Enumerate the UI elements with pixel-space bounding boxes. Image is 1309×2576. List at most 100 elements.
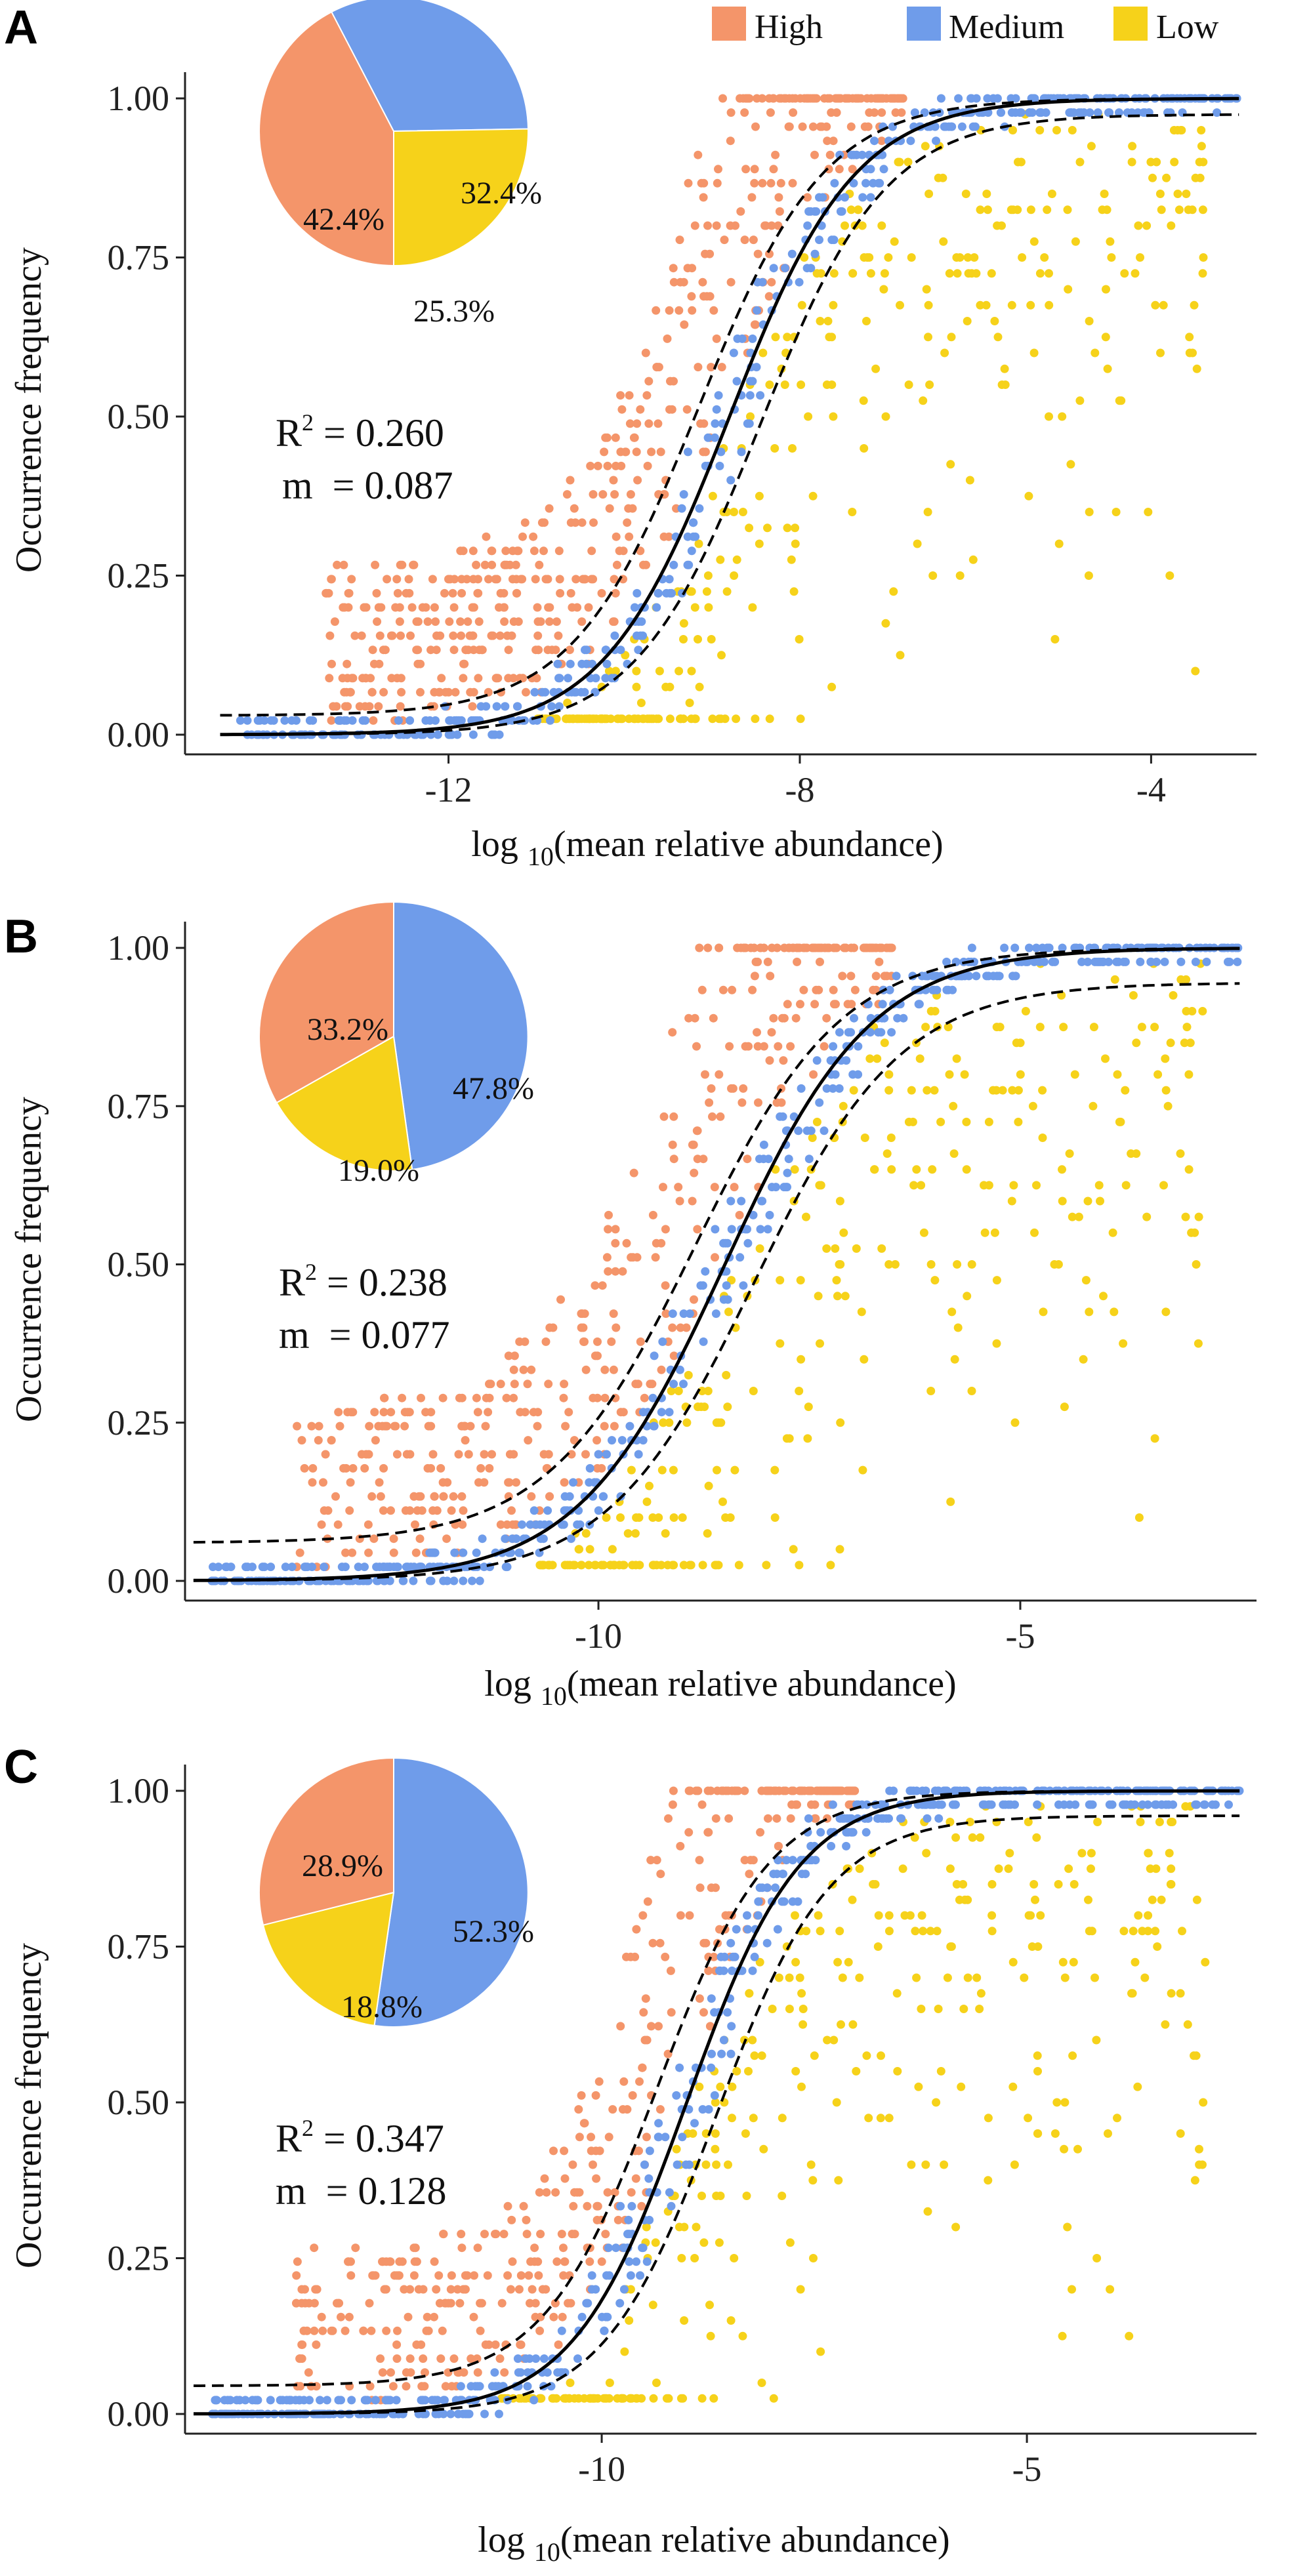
panel-c-point-high [570, 2188, 579, 2197]
panel-c-point-medium [619, 2285, 629, 2294]
panel-a-fit-lines [220, 96, 1239, 737]
panel-a-point-high [676, 277, 685, 287]
panel-a-point-low [690, 603, 699, 612]
panel-b-point-high [829, 985, 838, 994]
panel-a-point-low [1102, 205, 1112, 215]
panel-b-point-low [652, 1561, 661, 1570]
panel-c-point-low [1029, 1880, 1039, 1889]
panel-c-point-high [430, 2312, 438, 2321]
panel-a-point-low [964, 269, 973, 278]
panel-c-point-low [1192, 2051, 1201, 2060]
panel-b-point-high [317, 1520, 326, 1529]
panel-c-point-high [661, 1952, 670, 1961]
panel-a-point-high [502, 560, 511, 569]
panel-b-point-medium [758, 1196, 767, 1206]
panel-c-point-high [655, 2105, 665, 2114]
panel-c-point-low [664, 2394, 673, 2403]
panel-b-point-medium [1083, 957, 1092, 966]
panel-a-point-high [699, 193, 708, 202]
panel-c-point-low [1167, 1864, 1176, 1873]
panel-c-point-low [1091, 1973, 1099, 1982]
panel-a-point-low [1068, 126, 1077, 134]
panel-a-point-high [496, 588, 505, 598]
panel-b-point-low [795, 1561, 804, 1570]
panel-a-point-medium [712, 405, 721, 414]
panel-c-point-medium [1065, 1800, 1074, 1809]
panel-c-point-high [341, 2326, 350, 2335]
panel-b-point-low [990, 1228, 999, 1237]
panel-b-point-low [599, 1561, 608, 1570]
panel-a-point-high [616, 391, 625, 400]
panel-b-point-low [795, 1387, 804, 1395]
panel-a-point-high [652, 363, 661, 372]
panel-a-point-high [407, 603, 417, 612]
panel-b-point-high [442, 1534, 451, 1544]
panel-c-point-high [310, 2326, 319, 2335]
panel-c-point-low [926, 1927, 935, 1936]
panel-b-point-medium [1202, 957, 1211, 966]
panel-b-point-low [585, 1545, 594, 1554]
panel-a-point-high [374, 603, 383, 612]
panel-c-point-medium [1169, 1800, 1178, 1809]
panel-c-point-high [616, 2022, 625, 2031]
panel-c-point-low [951, 2222, 961, 2232]
panel-a-point-high [740, 108, 749, 117]
panel-c-point-medium [334, 2396, 343, 2405]
panel-b-point-high [369, 1534, 379, 1544]
legend-swatch-low [1113, 7, 1148, 41]
panel-b-point-medium [743, 1238, 753, 1248]
panel-c-pie-label-high: 28.9% [302, 1849, 383, 1883]
panel-c-point-low [802, 1927, 811, 1936]
panel-c-point-low [768, 2005, 777, 2013]
panel-b-point-high [398, 1393, 407, 1402]
panel-a-point-low [586, 714, 594, 724]
panel-a-point-low [1008, 126, 1017, 134]
panel-c-point-low [1054, 1880, 1063, 1889]
panel-a-pie-label-high: 42.4% [303, 202, 384, 237]
panel-a-point-low [789, 587, 799, 596]
panel-b-point-high [415, 1534, 425, 1544]
panel-c-point-high [369, 2271, 378, 2280]
panel-b-point-low [953, 1323, 963, 1332]
panel-c-point-medium [347, 2396, 356, 2405]
panel-c-point-low [1092, 2035, 1101, 2045]
panel-a-point-low [829, 269, 839, 278]
panel-c-point-low [1033, 2051, 1042, 2060]
panel-b-point-medium [675, 1365, 684, 1374]
panel-a-point-high [621, 447, 631, 457]
panel-a-point-high [367, 687, 377, 697]
panel-b-pie-label-low: 19.0% [338, 1153, 419, 1188]
panel-b-point-medium [1000, 943, 1009, 952]
panel-a-point-medium [394, 716, 403, 725]
panel-a-point-low [827, 333, 837, 342]
panel-c-point-low [699, 2238, 709, 2247]
panel-b-point-medium [512, 1534, 521, 1544]
panel-b-point-low [1166, 1038, 1175, 1048]
panel-c-point-low [730, 2254, 739, 2262]
panel-b-point-high [421, 1408, 430, 1417]
panel-b-point-low [949, 1149, 959, 1158]
panel-a-point-high [694, 363, 703, 372]
panel-c-point-high [569, 2201, 578, 2211]
panel-c-point-medium [698, 2105, 707, 2114]
panel-b-point-low [917, 1181, 926, 1190]
panel-c-point-medium [316, 2396, 325, 2405]
panel-a-point-low [939, 237, 948, 246]
panel-c-point-low [936, 2067, 945, 2075]
panel-c-point-high [797, 1786, 806, 1795]
panel-a-point-medium [636, 631, 645, 640]
panel-c-point-high [381, 2285, 390, 2294]
panel-b-point-low [704, 1481, 713, 1490]
panel-b-point-medium [1025, 943, 1033, 952]
panel-c-point-low [823, 2035, 832, 2045]
panel-c-point-high [533, 2257, 543, 2266]
panel-c-point-medium [495, 2409, 503, 2419]
panel-a-point-high [665, 306, 674, 315]
panel-c-point-medium [1224, 1800, 1233, 1809]
panel-a-point-high [507, 631, 516, 640]
panel-b-point-medium [243, 1563, 252, 1572]
panel-c-point-high [647, 2022, 655, 2031]
panel-c-point-low [1093, 1818, 1102, 1826]
panel-c-point-low [848, 1895, 857, 1904]
panel-c-point-low [919, 1927, 928, 1936]
